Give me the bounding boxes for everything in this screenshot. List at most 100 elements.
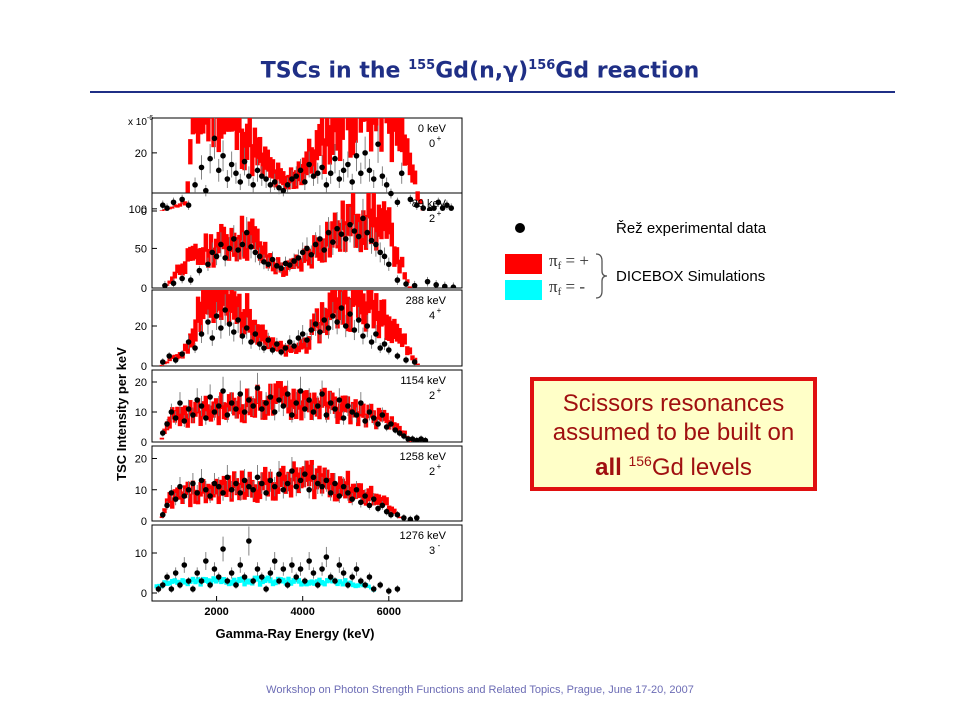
- sim-band-bar: [325, 578, 330, 584]
- data-point: [295, 255, 302, 261]
- sim-band-bar: [170, 206, 175, 209]
- sim-band-bar: [405, 346, 410, 356]
- data-point: [194, 570, 201, 576]
- data-point: [353, 566, 360, 572]
- sim-band-bar: [340, 118, 345, 140]
- data-point: [327, 574, 334, 580]
- data-point: [336, 397, 343, 403]
- sim-band-bar: [304, 341, 309, 354]
- data-point: [362, 582, 368, 588]
- data-point: [366, 574, 373, 580]
- data-point: [340, 570, 347, 576]
- y-tick-label: 0: [141, 516, 147, 528]
- callout-line-2: assumed to be built on: [552, 419, 795, 446]
- sim-band-bar: [327, 125, 333, 165]
- data-point: [258, 406, 265, 412]
- data-point: [381, 341, 388, 347]
- sim-band-bar: [221, 226, 227, 250]
- sim-band-bar: [299, 400, 304, 421]
- sim-band-bar: [265, 149, 271, 172]
- data-point: [224, 578, 231, 584]
- data-point: [323, 182, 330, 188]
- sim-band-bar: [252, 575, 258, 582]
- sim-band-bar: [185, 181, 190, 193]
- data-point: [198, 331, 205, 337]
- data-point: [194, 490, 201, 496]
- sim-band-bar: [343, 118, 348, 119]
- sim-band-bar: [211, 118, 216, 148]
- sim-band-bar: [157, 583, 162, 589]
- data-point: [213, 253, 220, 260]
- sim-band-bar: [286, 174, 291, 190]
- sim-band-bar: [219, 118, 224, 139]
- panel-parity-label: +: [437, 134, 442, 143]
- sim-band-bar: [335, 483, 340, 502]
- sim-band-bar: [263, 146, 268, 170]
- sim-band-bar: [387, 316, 392, 341]
- sim-band-bar: [219, 578, 224, 585]
- data-point: [166, 353, 173, 359]
- sim-band-bar: [273, 579, 278, 586]
- data-point: [181, 493, 188, 499]
- data-point: [291, 258, 297, 264]
- sim-band-bar: [201, 479, 206, 494]
- sim-band-bar: [348, 486, 353, 504]
- sim-band-bar: [299, 580, 304, 587]
- data-point: [246, 538, 252, 544]
- data-point: [392, 427, 399, 433]
- callout-line-3: all 156Gd levels: [595, 453, 752, 481]
- data-point: [226, 321, 233, 327]
- sim-band-bar: [281, 577, 286, 584]
- data-point: [358, 499, 364, 506]
- sim-band-bar: [322, 581, 327, 587]
- data-point: [394, 199, 401, 206]
- sim-band-bar: [379, 299, 384, 327]
- data-point: [332, 480, 338, 487]
- y-axis-label: TSC Intensity per keV: [114, 347, 129, 481]
- sim-band-bar: [275, 162, 281, 180]
- sim-band-bar: [203, 290, 209, 315]
- data-point: [295, 335, 302, 341]
- sim-band-bar: [319, 579, 325, 586]
- sim-band-bar: [371, 299, 376, 329]
- data-point: [185, 406, 192, 412]
- panel-0-plot: [159, 118, 455, 211]
- sim-band-bar: [340, 395, 345, 413]
- data-point: [261, 345, 267, 351]
- data-point: [351, 327, 358, 333]
- data-point: [366, 502, 373, 509]
- data-point: [211, 566, 218, 572]
- data-point: [362, 418, 368, 424]
- sim-band-bar: [206, 404, 211, 421]
- sim-band-bar: [190, 328, 196, 347]
- sim-band-bar: [296, 578, 302, 584]
- data-point: [215, 483, 222, 490]
- sim-band-bar: [366, 193, 371, 219]
- sim-band-bar: [255, 228, 260, 250]
- sim-band-bar: [366, 584, 371, 588]
- data-point: [345, 582, 351, 588]
- sim-band-bar: [260, 578, 265, 585]
- data-point: [327, 400, 334, 406]
- data-point: [164, 502, 170, 509]
- sim-band-bar: [226, 475, 232, 492]
- sim-band-bar: [252, 226, 258, 250]
- sim-band-bar: [392, 508, 397, 514]
- sim-band-bar: [195, 490, 201, 505]
- data-point: [332, 155, 338, 162]
- data-point: [282, 260, 289, 267]
- data-point: [289, 468, 295, 474]
- data-point: [441, 283, 448, 288]
- sim-band-bar: [221, 118, 227, 135]
- sim-band-bar: [188, 246, 193, 261]
- data-point: [233, 170, 239, 177]
- sim-band-bar: [389, 320, 395, 344]
- data-point: [342, 323, 349, 329]
- sim-band-bar: [257, 136, 263, 163]
- data-point: [405, 436, 411, 442]
- data-point: [364, 323, 371, 329]
- data-point: [450, 284, 457, 288]
- sim-band-bar: [219, 290, 224, 320]
- data-point: [433, 282, 439, 288]
- sim-band-bar: [317, 123, 322, 156]
